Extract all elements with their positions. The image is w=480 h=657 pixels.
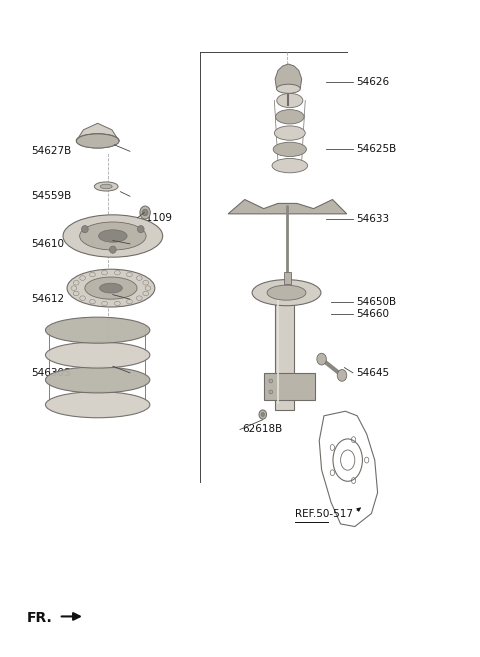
Polygon shape — [228, 200, 347, 214]
Ellipse shape — [46, 317, 150, 343]
Ellipse shape — [63, 215, 163, 257]
Text: 54612: 54612 — [31, 294, 64, 304]
Text: 54660: 54660 — [356, 309, 389, 319]
Ellipse shape — [99, 283, 122, 293]
Ellipse shape — [269, 390, 273, 394]
Ellipse shape — [85, 277, 137, 299]
Ellipse shape — [115, 301, 120, 306]
FancyBboxPatch shape — [275, 292, 294, 410]
Ellipse shape — [127, 300, 132, 304]
Ellipse shape — [145, 286, 151, 290]
Ellipse shape — [109, 246, 116, 253]
Ellipse shape — [142, 210, 148, 215]
Ellipse shape — [136, 276, 142, 281]
Ellipse shape — [143, 281, 149, 285]
Ellipse shape — [67, 269, 155, 307]
Ellipse shape — [127, 272, 132, 277]
Text: 62618B: 62618B — [242, 424, 283, 434]
Ellipse shape — [71, 286, 77, 290]
Ellipse shape — [276, 110, 304, 124]
Ellipse shape — [46, 392, 150, 418]
Text: 31109: 31109 — [139, 213, 172, 223]
Text: 54559B: 54559B — [31, 191, 72, 201]
Ellipse shape — [115, 271, 120, 275]
Ellipse shape — [317, 353, 326, 365]
Ellipse shape — [140, 206, 150, 219]
Text: 54630S: 54630S — [31, 368, 71, 378]
Ellipse shape — [100, 184, 112, 189]
Text: 54627B: 54627B — [31, 147, 72, 156]
Ellipse shape — [90, 300, 96, 304]
Ellipse shape — [136, 296, 142, 300]
Ellipse shape — [80, 222, 146, 250]
Ellipse shape — [95, 182, 118, 191]
Text: 54626: 54626 — [356, 78, 389, 87]
Ellipse shape — [82, 225, 88, 233]
Ellipse shape — [90, 272, 96, 277]
Text: 54625B: 54625B — [356, 145, 396, 154]
Ellipse shape — [102, 301, 108, 306]
Text: 54645: 54645 — [356, 368, 389, 378]
Polygon shape — [275, 64, 301, 89]
Ellipse shape — [137, 225, 144, 233]
Ellipse shape — [267, 285, 306, 300]
Ellipse shape — [252, 280, 321, 306]
Ellipse shape — [277, 93, 303, 108]
Text: 54610: 54610 — [31, 238, 64, 249]
Text: REF.50-517: REF.50-517 — [295, 509, 353, 519]
Ellipse shape — [269, 379, 273, 383]
Ellipse shape — [273, 142, 306, 156]
Ellipse shape — [261, 413, 264, 417]
FancyBboxPatch shape — [284, 273, 291, 284]
Ellipse shape — [73, 291, 79, 296]
Ellipse shape — [46, 367, 150, 393]
Ellipse shape — [337, 369, 347, 381]
Ellipse shape — [275, 126, 305, 140]
Ellipse shape — [272, 158, 308, 173]
Ellipse shape — [276, 84, 300, 93]
Ellipse shape — [143, 291, 149, 296]
Ellipse shape — [98, 230, 127, 242]
Ellipse shape — [76, 134, 119, 148]
Ellipse shape — [259, 410, 266, 419]
Ellipse shape — [76, 134, 119, 148]
FancyBboxPatch shape — [264, 373, 315, 400]
Text: FR.: FR. — [26, 612, 52, 625]
Text: 54633: 54633 — [356, 214, 389, 224]
Ellipse shape — [46, 342, 150, 368]
Ellipse shape — [80, 276, 85, 281]
Polygon shape — [76, 124, 119, 141]
Ellipse shape — [80, 296, 85, 300]
Ellipse shape — [102, 271, 108, 275]
Ellipse shape — [73, 281, 79, 285]
Text: 54650B: 54650B — [356, 297, 396, 307]
